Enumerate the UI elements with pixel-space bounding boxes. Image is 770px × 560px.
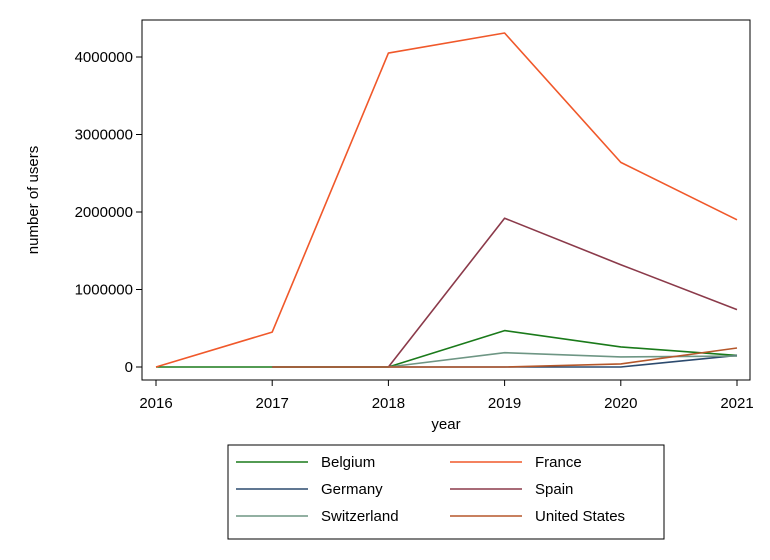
y-tick-label: 4000000	[75, 49, 133, 66]
series-line-belgium	[156, 329, 738, 368]
y-tick-label: 0	[125, 359, 133, 376]
series-line-spain	[387, 217, 738, 368]
series-line-united-states	[272, 347, 738, 368]
legend-box	[227, 444, 665, 540]
legend-label-france: France	[535, 454, 582, 471]
legend-label-spain: Spain	[535, 481, 573, 498]
x-axis-title: year	[431, 416, 460, 433]
series-line-france	[155, 32, 738, 368]
series-lines	[155, 32, 738, 368]
y-tick-label: 1000000	[75, 282, 133, 299]
x-tick-label: 2016	[139, 395, 172, 412]
y-tick-label: 2000000	[75, 204, 133, 221]
x-tick-label: 2020	[604, 395, 637, 412]
legend-label-switzerland: Switzerland	[321, 508, 399, 525]
legend-label-belgium: Belgium	[321, 454, 375, 471]
y-tick-label: 3000000	[75, 127, 133, 144]
plot-area	[141, 19, 751, 381]
y-axis: 0 1000000 2000000 3000000 4000000	[75, 49, 142, 376]
legend-label-germany: Germany	[321, 481, 383, 498]
x-axis: 2016 2017 2018 2019 2020 2021	[139, 380, 754, 412]
y-axis-title: number of users	[25, 146, 42, 254]
x-tick-label: 2017	[256, 395, 289, 412]
legend-label-united-states: United States	[535, 508, 625, 525]
x-tick-label: 2021	[720, 395, 753, 412]
legend: Belgium France Germany Spain Switzerland Unit…	[227, 444, 665, 540]
x-tick-label: 2018	[372, 395, 405, 412]
x-tick-label: 2019	[488, 395, 521, 412]
